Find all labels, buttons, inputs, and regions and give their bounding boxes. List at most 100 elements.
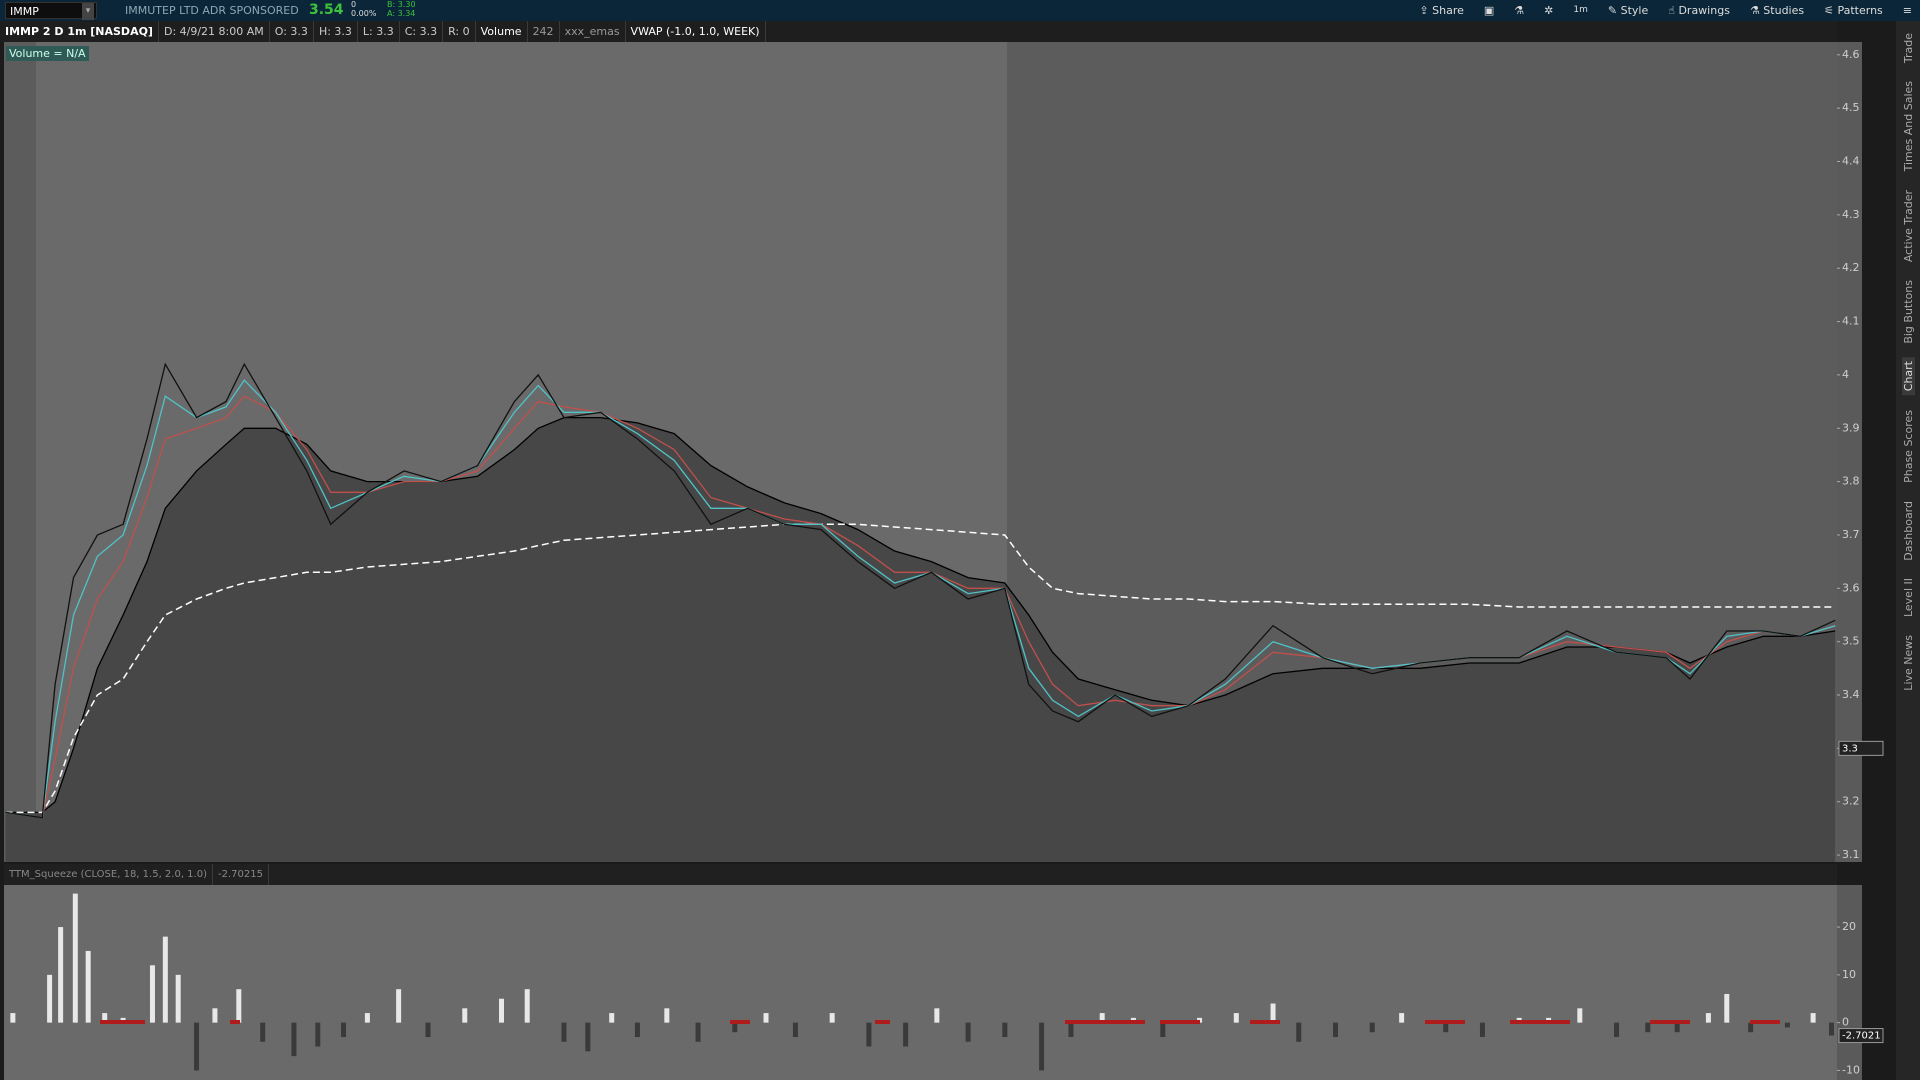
histogram-bar bbox=[1160, 1022, 1166, 1037]
symbol: IMMP bbox=[10, 5, 39, 18]
icon-button[interactable]: ▣ bbox=[1483, 4, 1495, 17]
drawings-button[interactable]: ☝ Drawings bbox=[1668, 4, 1730, 17]
squeeze-dots bbox=[100, 1020, 1780, 1024]
side-tab[interactable]: Dashboard bbox=[1901, 500, 1915, 561]
histogram-bar bbox=[1705, 1013, 1711, 1023]
histogram-bar bbox=[425, 1022, 431, 1037]
histogram-bar bbox=[866, 1022, 872, 1047]
y-tick-label: 10 bbox=[1842, 968, 1856, 981]
histogram-bar bbox=[1828, 1022, 1834, 1036]
header-item[interactable]: Volume bbox=[476, 21, 528, 42]
symbol-input[interactable]: IMMP ▾ bbox=[5, 2, 97, 20]
toolbar: IMMP ▾ IMMUTEP LTD ADR SPONSORED 3.54 0 0.… bbox=[0, 0, 1920, 21]
y-tick-label: 4.2 bbox=[1842, 261, 1860, 274]
y-tick-label: 4.3 bbox=[1842, 208, 1860, 221]
y-tick-label: 3.5 bbox=[1842, 635, 1860, 648]
histogram-bar bbox=[1099, 1013, 1105, 1023]
patterns-label: Patterns bbox=[1837, 4, 1883, 17]
style-label: Style bbox=[1620, 4, 1649, 17]
y-tick-label: 3.1 bbox=[1842, 848, 1860, 861]
histogram-bar bbox=[695, 1022, 701, 1042]
header-item: H: 3.3 bbox=[314, 21, 358, 42]
histogram-bar bbox=[47, 974, 53, 1023]
histogram-bar bbox=[175, 974, 181, 1023]
histogram-bar bbox=[1270, 1003, 1276, 1023]
side-tab[interactable]: Active Trader bbox=[1901, 189, 1915, 262]
header-item: D: 4/9/21 8:00 AM bbox=[159, 21, 270, 42]
histogram-bar bbox=[260, 1022, 266, 1042]
histogram-bar bbox=[1369, 1022, 1375, 1033]
histogram-bar bbox=[1002, 1022, 1008, 1037]
timeframe-button[interactable]: 1m bbox=[1573, 5, 1588, 15]
y-tick-label: 0 bbox=[1842, 1016, 1849, 1029]
histogram-bar bbox=[10, 1013, 16, 1023]
histogram-bar bbox=[58, 927, 64, 1023]
histogram-bar bbox=[212, 1008, 218, 1023]
histogram-bar bbox=[524, 989, 530, 1023]
squeeze-panel-bg bbox=[4, 885, 1837, 1080]
volume-label: Volume = N/A bbox=[6, 46, 89, 61]
share-button[interactable]: ⇪ Share bbox=[1419, 4, 1464, 17]
drawings-label: Drawings bbox=[1678, 4, 1730, 17]
y-tick-label: 4.6 bbox=[1842, 48, 1860, 61]
y-tick-label: 3.8 bbox=[1842, 475, 1860, 488]
header-item[interactable]: IMMP 2 D 1m [NASDAQ] bbox=[0, 21, 159, 42]
y-tick-label: 20 bbox=[1842, 920, 1856, 933]
histogram-bar bbox=[1068, 1022, 1074, 1037]
y-tick-label: 3.9 bbox=[1842, 421, 1860, 434]
histogram-bar bbox=[1332, 1022, 1338, 1037]
header-item: L: 3.3 bbox=[358, 21, 400, 42]
histogram-bar bbox=[499, 998, 505, 1023]
side-tab[interactable]: Trade bbox=[1901, 33, 1915, 64]
session-premarket bbox=[4, 42, 36, 862]
histogram-bar bbox=[1645, 1022, 1651, 1033]
histogram-bar bbox=[561, 1022, 567, 1042]
histogram-bar bbox=[72, 893, 78, 1023]
histogram-bar bbox=[162, 936, 168, 1023]
icon-button[interactable]: ⚗ bbox=[1514, 4, 1525, 17]
menu-button[interactable]: ≡ bbox=[1902, 4, 1912, 17]
side-tab[interactable]: Big Buttons bbox=[1901, 279, 1915, 344]
histogram-bar bbox=[664, 1008, 670, 1023]
header-item: R: 0 bbox=[443, 21, 476, 42]
icon-button[interactable]: ✲ bbox=[1544, 4, 1554, 17]
style-button[interactable]: ✎ Style bbox=[1607, 4, 1649, 17]
histogram-bar bbox=[315, 1022, 321, 1047]
y-tick-label: 3.4 bbox=[1842, 688, 1860, 701]
histogram-bar bbox=[236, 989, 242, 1023]
histogram-bar bbox=[1784, 1022, 1790, 1028]
squeeze-title[interactable]: TTM_Squeeze (CLOSE, 18, 1.5, 2.0, 1.0) bbox=[4, 864, 213, 885]
histogram-bar bbox=[1810, 1013, 1816, 1023]
price-marker-box bbox=[1838, 1028, 1884, 1044]
price-axis-bg bbox=[1837, 42, 1862, 862]
squeeze-axis-bg bbox=[1837, 885, 1862, 1080]
quote-box: B: 3.30 A: 3.34 bbox=[387, 0, 416, 18]
side-tab[interactable]: Phase Scores bbox=[1901, 409, 1915, 483]
header-item[interactable]: VWAP (-1.0, 1.0, WEEK) bbox=[626, 21, 766, 42]
side-tab[interactable]: Live News bbox=[1901, 635, 1915, 691]
y-tick-label: 4 bbox=[1842, 368, 1849, 381]
patterns-button[interactable]: ⚟ Patterns bbox=[1824, 4, 1883, 17]
histogram-bar bbox=[1577, 1008, 1583, 1023]
histogram-bar bbox=[1296, 1022, 1302, 1042]
y-tick-label: 3.6 bbox=[1842, 581, 1860, 594]
share-label: Share bbox=[1432, 4, 1464, 17]
side-tab[interactable]: Level II bbox=[1901, 578, 1915, 618]
histogram-bar bbox=[85, 950, 91, 1023]
histogram-bar bbox=[341, 1022, 347, 1037]
description: IMMUTEP LTD ADR SPONSORED bbox=[125, 4, 299, 17]
studies-button[interactable]: ⚗ Studies bbox=[1749, 4, 1805, 17]
header-item[interactable]: xxx_emas bbox=[560, 21, 626, 42]
change-box: 0 0.00% bbox=[351, 0, 376, 18]
price-marker-label: 3.3 bbox=[1842, 743, 1858, 754]
histogram-bar bbox=[934, 1008, 940, 1023]
histogram-bar bbox=[609, 1013, 615, 1023]
side-tab[interactable]: Chart bbox=[1901, 357, 1915, 396]
dropdown-arrow[interactable]: ▾ bbox=[82, 3, 94, 20]
histogram-bar bbox=[149, 965, 155, 1023]
bid: B: 3.30 bbox=[387, 0, 416, 9]
price-line bbox=[5, 362, 1836, 819]
side-tab[interactable]: Times And Sales bbox=[1901, 81, 1915, 172]
